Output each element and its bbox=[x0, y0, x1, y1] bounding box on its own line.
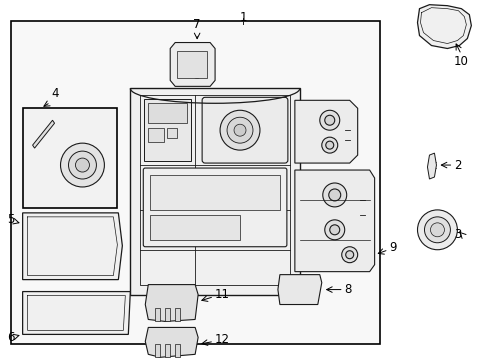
Bar bbox=[167, 128, 177, 138]
FancyBboxPatch shape bbox=[202, 97, 287, 163]
Bar bbox=[165, 307, 170, 321]
Circle shape bbox=[324, 115, 334, 125]
Polygon shape bbox=[145, 328, 198, 357]
Circle shape bbox=[325, 141, 333, 149]
Bar bbox=[165, 345, 170, 357]
Text: 5: 5 bbox=[7, 213, 15, 226]
Bar bbox=[150, 175, 279, 210]
Text: 8: 8 bbox=[344, 283, 351, 296]
Polygon shape bbox=[294, 170, 374, 272]
Circle shape bbox=[329, 225, 339, 235]
Circle shape bbox=[324, 220, 344, 240]
Text: 3: 3 bbox=[453, 228, 461, 241]
Text: 4: 4 bbox=[52, 87, 59, 100]
Circle shape bbox=[424, 217, 449, 243]
Polygon shape bbox=[145, 285, 198, 321]
Polygon shape bbox=[22, 213, 122, 280]
Circle shape bbox=[183, 334, 193, 345]
Circle shape bbox=[319, 110, 339, 130]
Circle shape bbox=[75, 158, 89, 172]
Polygon shape bbox=[33, 120, 55, 148]
Bar bbox=[175, 307, 180, 321]
Circle shape bbox=[61, 143, 104, 187]
Circle shape bbox=[341, 247, 357, 263]
Polygon shape bbox=[277, 275, 321, 305]
Circle shape bbox=[345, 251, 353, 259]
Circle shape bbox=[183, 291, 193, 301]
Polygon shape bbox=[130, 88, 299, 294]
Bar bbox=[22, 108, 117, 208]
Text: 10: 10 bbox=[453, 55, 468, 68]
Bar bbox=[150, 215, 240, 240]
Polygon shape bbox=[417, 5, 470, 49]
Bar bbox=[148, 128, 164, 142]
Circle shape bbox=[286, 284, 302, 300]
Circle shape bbox=[226, 117, 252, 143]
Bar bbox=[155, 307, 160, 321]
Text: 12: 12 bbox=[215, 333, 230, 346]
FancyBboxPatch shape bbox=[143, 168, 286, 247]
Circle shape bbox=[321, 137, 337, 153]
Text: 6: 6 bbox=[7, 331, 15, 344]
Polygon shape bbox=[294, 100, 357, 163]
Circle shape bbox=[322, 183, 346, 207]
Polygon shape bbox=[22, 292, 130, 334]
Text: 11: 11 bbox=[215, 288, 230, 301]
Text: 2: 2 bbox=[453, 158, 461, 172]
FancyBboxPatch shape bbox=[144, 99, 191, 161]
Circle shape bbox=[68, 151, 96, 179]
Circle shape bbox=[220, 110, 260, 150]
Text: 7: 7 bbox=[193, 18, 201, 31]
Bar bbox=[11, 21, 379, 345]
Circle shape bbox=[191, 67, 203, 78]
Bar bbox=[155, 345, 160, 357]
Bar bbox=[177, 50, 207, 78]
Circle shape bbox=[429, 223, 444, 237]
Circle shape bbox=[234, 124, 245, 136]
Bar bbox=[148, 103, 187, 123]
Text: 9: 9 bbox=[389, 241, 396, 254]
Polygon shape bbox=[427, 153, 436, 179]
Circle shape bbox=[290, 288, 298, 296]
Circle shape bbox=[417, 210, 456, 250]
Polygon shape bbox=[170, 42, 215, 86]
Circle shape bbox=[328, 189, 340, 201]
Bar bbox=[175, 345, 180, 357]
Text: 1: 1 bbox=[239, 11, 246, 24]
